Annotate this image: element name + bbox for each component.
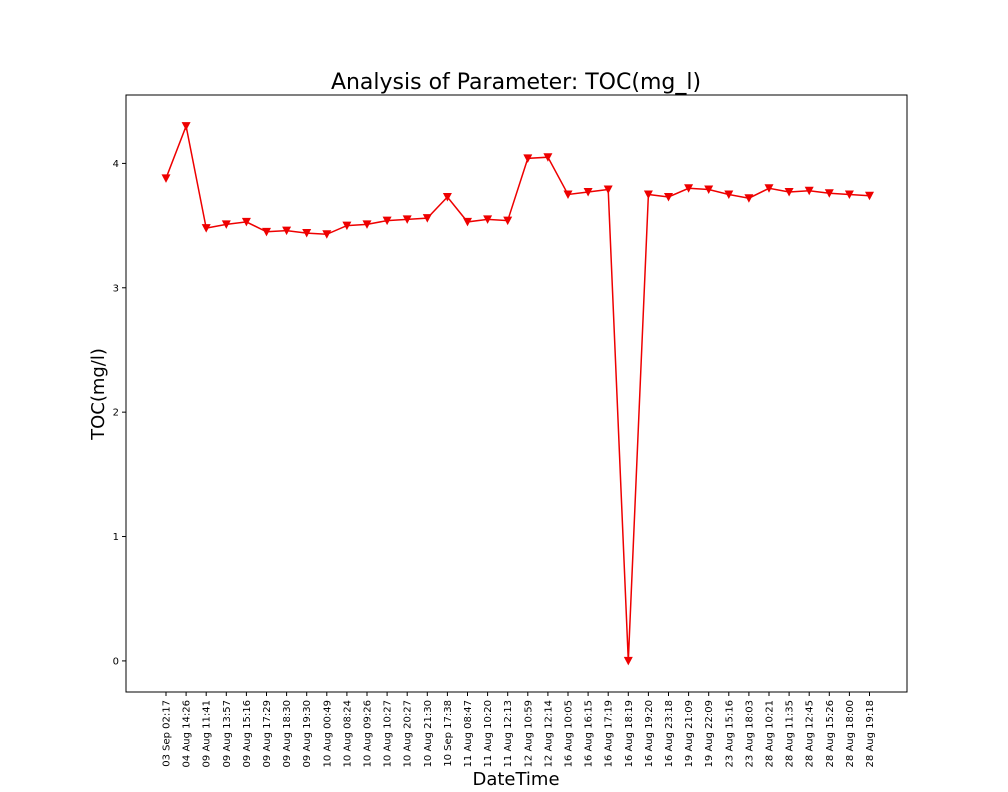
- data-point-marker: [784, 188, 794, 197]
- data-point-marker: [181, 122, 191, 131]
- x-tick-label: 09 Aug 15:16: [242, 700, 253, 767]
- x-tick-label: 09 Aug 13:57: [222, 700, 233, 767]
- data-point-marker: [523, 154, 533, 163]
- data-point-marker: [483, 215, 493, 224]
- x-tick-label: 12 Aug 10:59: [523, 700, 534, 767]
- data-point-marker: [824, 189, 834, 198]
- data-point-marker: [543, 153, 553, 162]
- x-tick-label: 16 Aug 18:19: [624, 700, 635, 767]
- x-tick-label: 04 Aug 14:26: [182, 700, 193, 767]
- x-tick-label: 09 Aug 18:30: [282, 700, 293, 767]
- data-point-marker: [804, 186, 814, 196]
- data-point-marker: [744, 194, 754, 203]
- x-tick-label: 10 Aug 21:30: [423, 700, 434, 767]
- series-markers: [161, 122, 874, 666]
- x-tick-label: 11 Aug 08:47: [463, 700, 474, 767]
- x-tick-label: 09 Aug 19:30: [302, 700, 313, 767]
- x-tick-label: 19 Aug 22:09: [704, 700, 715, 767]
- x-tick-label: 11 Aug 10:20: [483, 700, 494, 767]
- x-tick-label: 28 Aug 11:35: [785, 700, 796, 767]
- data-point-marker: [503, 216, 513, 226]
- x-tick-label: 12 Aug 12:14: [543, 700, 554, 767]
- x-tick-label: 10 Aug 10:27: [383, 700, 394, 767]
- x-tick-label: 16 Aug 19:20: [644, 700, 655, 767]
- data-point-marker: [362, 220, 372, 229]
- data-point-marker: [704, 185, 714, 195]
- x-tick-label: 23 Aug 15:16: [724, 700, 735, 767]
- data-point-marker: [161, 174, 171, 183]
- data-point-marker: [643, 190, 653, 199]
- y-axis-label: TOC(mg/l): [88, 348, 109, 441]
- y-tick-label: 0: [113, 656, 119, 667]
- x-tick-label: 03 Sep 02:17: [162, 700, 173, 767]
- data-point-marker: [623, 656, 633, 666]
- x-tick-label: 10 Aug 20:27: [403, 700, 414, 767]
- data-point-marker: [282, 226, 292, 236]
- data-point-marker: [322, 230, 332, 239]
- plot-area-frame: [125, 94, 908, 693]
- x-tick-label: 19 Aug 21:09: [684, 700, 695, 767]
- data-point-marker: [422, 214, 432, 223]
- y-tick-label: 1: [113, 532, 119, 543]
- y-tick-label: 2: [113, 408, 119, 419]
- series-line: [165, 123, 870, 661]
- data-point-marker: [241, 217, 251, 227]
- x-axis: 03 Sep 02:17 04 Aug 14:26 09 Aug 11:41 09 A…: [162, 692, 876, 767]
- data-point-marker: [684, 184, 694, 193]
- data-point-marker: [262, 227, 271, 237]
- data-point-marker: [583, 188, 593, 197]
- data-point-marker: [865, 191, 874, 201]
- x-tick-label: 09 Aug 11:41: [202, 700, 213, 767]
- data-point-marker: [402, 215, 412, 224]
- x-tick-label: 10 Sep 17:38: [443, 700, 454, 767]
- x-axis-label: DateTime: [472, 769, 559, 790]
- x-tick-label: 28 Aug 18:00: [845, 700, 856, 767]
- x-tick-label: 16 Aug 23:18: [664, 700, 675, 767]
- data-point-marker: [664, 192, 673, 202]
- x-tick-label: 09 Aug 17:29: [262, 700, 273, 767]
- data-point-marker: [201, 224, 211, 233]
- x-tick-label: 28 Aug 15:26: [825, 700, 836, 767]
- x-tick-label: 23 Aug 18:03: [744, 700, 755, 767]
- x-tick-label: 28 Aug 10:21: [765, 700, 776, 767]
- x-tick-label: 16 Aug 17:19: [604, 700, 615, 767]
- data-point-marker: [463, 217, 472, 227]
- data-point-marker: [724, 190, 734, 199]
- x-tick-label: 16 Aug 10:05: [564, 700, 575, 767]
- x-tick-label: 28 Aug 19:18: [865, 700, 876, 767]
- x-tick-label: 10 Aug 08:24: [342, 700, 353, 767]
- x-tick-label: 16 Aug 16:15: [584, 700, 595, 767]
- data-point-marker: [563, 190, 573, 199]
- y-axis: 0 1 2 3 4: [113, 159, 126, 667]
- data-point-marker: [603, 185, 613, 195]
- data-point-marker: [221, 220, 231, 229]
- data-point-marker: [382, 216, 392, 226]
- x-tick-label: 10 Aug 00:49: [322, 700, 333, 767]
- data-point-marker: [302, 229, 312, 238]
- data-point-marker: [342, 221, 352, 231]
- data-point-marker: [442, 192, 452, 202]
- y-tick-label: 4: [113, 159, 119, 170]
- x-tick-label: 28 Aug 12:45: [805, 700, 816, 767]
- x-tick-label: 11 Aug 12:13: [503, 700, 514, 767]
- chart-title: Analysis of Parameter: TOC(mg_l): [331, 70, 701, 95]
- data-point-marker: [844, 190, 854, 199]
- y-tick-label: 3: [113, 283, 119, 294]
- data-point-marker: [764, 184, 774, 193]
- x-tick-label: 10 Aug 09:26: [363, 700, 374, 767]
